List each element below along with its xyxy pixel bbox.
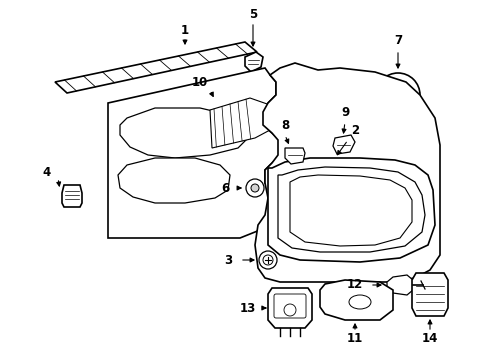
Circle shape: [259, 251, 276, 269]
Text: 2: 2: [350, 123, 358, 136]
Circle shape: [383, 81, 411, 109]
Text: 5: 5: [248, 8, 257, 21]
Text: 10: 10: [191, 76, 208, 89]
Text: 3: 3: [224, 253, 232, 266]
Polygon shape: [267, 288, 311, 328]
Circle shape: [245, 179, 264, 197]
Polygon shape: [411, 273, 447, 316]
Polygon shape: [55, 42, 257, 93]
Circle shape: [263, 255, 272, 265]
Polygon shape: [289, 175, 411, 246]
Polygon shape: [209, 98, 269, 148]
Text: 12: 12: [346, 279, 363, 292]
Text: 11: 11: [346, 332, 363, 345]
Ellipse shape: [348, 295, 370, 309]
Circle shape: [375, 73, 419, 117]
Polygon shape: [267, 158, 434, 262]
Polygon shape: [62, 185, 82, 207]
Text: 14: 14: [421, 332, 437, 345]
Text: 4: 4: [43, 166, 51, 179]
Text: 13: 13: [240, 302, 256, 315]
Polygon shape: [278, 167, 424, 252]
Polygon shape: [332, 135, 354, 154]
Circle shape: [250, 184, 259, 192]
Polygon shape: [254, 63, 439, 282]
Text: 1: 1: [181, 23, 189, 36]
Text: 7: 7: [393, 33, 401, 46]
Text: 6: 6: [221, 181, 229, 194]
Polygon shape: [120, 108, 247, 158]
Polygon shape: [386, 275, 412, 295]
Circle shape: [391, 89, 403, 101]
Circle shape: [284, 304, 295, 316]
Text: 9: 9: [340, 105, 348, 118]
Polygon shape: [108, 68, 280, 238]
Polygon shape: [118, 158, 229, 203]
Polygon shape: [319, 280, 392, 320]
Polygon shape: [285, 148, 305, 164]
Text: 8: 8: [280, 118, 288, 131]
Polygon shape: [244, 52, 263, 72]
FancyBboxPatch shape: [273, 294, 305, 318]
